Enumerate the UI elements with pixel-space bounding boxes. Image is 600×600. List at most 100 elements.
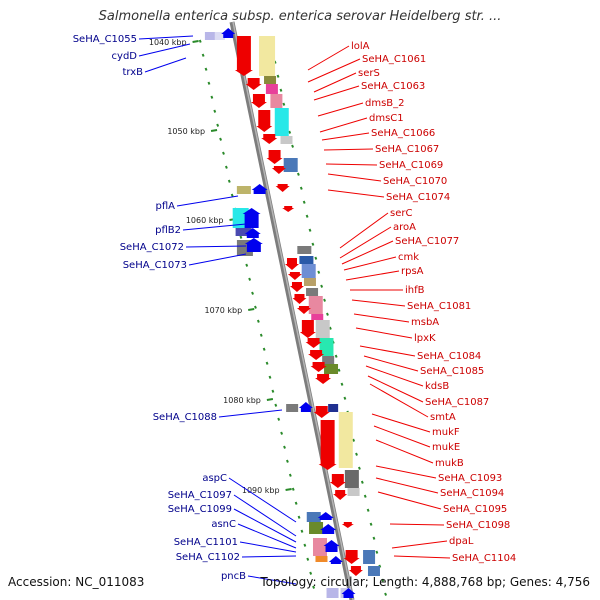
gene-block (338, 412, 353, 468)
minor-tick (291, 487, 295, 491)
gene-block (315, 556, 328, 562)
kbp-label: 1090 kbp (242, 486, 280, 495)
major-tick (266, 398, 274, 401)
kbp-label: 1070 kbp (205, 306, 243, 315)
minor-tick (384, 592, 388, 596)
gene-label-right: SeHA_C1098 (446, 520, 510, 531)
gene-label-right: SeHA_C1094 (440, 488, 504, 499)
minor-tick (227, 179, 231, 183)
minor-tick (216, 123, 220, 127)
gene-label-right: mukF (432, 427, 460, 438)
gene-label-right: smtA (430, 412, 456, 423)
label-leader (351, 299, 406, 307)
minor-tick (317, 270, 321, 274)
minor-tick (306, 557, 310, 561)
forward-gene-arrow (317, 512, 334, 520)
minor-tick (288, 130, 292, 134)
label-leader (327, 173, 382, 182)
reverse-gene-arrow (271, 166, 286, 174)
label-leader (241, 555, 297, 558)
minor-tick (334, 354, 338, 358)
gene-label-right: dpaL (449, 536, 474, 547)
minor-tick (326, 312, 329, 316)
label-leader (313, 85, 360, 101)
reverse-gene-arrow (305, 338, 322, 348)
gene-label-left: SeHA_C1088 (153, 412, 217, 423)
forward-gene-arrow (242, 208, 261, 228)
reverse-gene-arrow (318, 420, 337, 470)
gene-block (312, 538, 327, 556)
gene-block (286, 404, 299, 412)
gene-label-left: aspC (202, 473, 227, 484)
gene-block (270, 94, 283, 108)
gene-block (309, 522, 324, 534)
minor-tick (282, 102, 286, 106)
label-leader (327, 189, 385, 198)
label-leader (313, 72, 357, 93)
label-leader (247, 575, 297, 585)
minor-tick (204, 67, 208, 71)
label-leader (391, 540, 448, 549)
gene-label-right: SeHA_C1084 (417, 351, 481, 362)
gene-label-right: dmsB_2 (365, 98, 405, 109)
gene-block (235, 228, 252, 236)
reverse-gene-arrow (313, 406, 330, 418)
label-leader (228, 477, 297, 523)
minor-tick (239, 235, 243, 239)
minor-tick (213, 109, 217, 113)
label-leader (389, 523, 445, 526)
gene-label-right: mukE (432, 442, 460, 453)
gene-label-left: SeHA_C1072 (120, 242, 184, 253)
minor-tick (259, 333, 263, 337)
gene-label-right: SeHA_C1087 (425, 397, 489, 408)
gene-label-left: SeHA_C1055 (73, 34, 137, 45)
label-leader (319, 117, 368, 133)
minor-tick (369, 522, 373, 526)
minor-tick (210, 95, 214, 99)
gene-label-right: dmsC1 (369, 113, 404, 124)
label-leaders (138, 35, 451, 585)
genome-title: Salmonella enterica subsp. enterica sero… (98, 9, 502, 24)
gene-block (204, 32, 215, 40)
minor-tick (265, 361, 269, 365)
reverse-gene-arrow (308, 350, 325, 360)
minor-tick (294, 501, 298, 505)
gene-label-right: cmk (398, 252, 419, 263)
gene-label-right: SeHA_C1095 (443, 504, 507, 515)
minor-tick (276, 74, 280, 78)
label-leader (339, 212, 389, 249)
minor-tick (277, 417, 281, 421)
label-leader (363, 355, 419, 372)
gene-block (299, 256, 314, 264)
minor-tick (308, 228, 312, 232)
gene-label-left: pflB2 (155, 225, 181, 236)
minor-tick (340, 382, 344, 386)
label-leader (365, 365, 424, 387)
gene-label-right: ihfB (405, 285, 425, 296)
label-leader (325, 163, 378, 166)
gene-block (265, 84, 278, 94)
label-leader (371, 413, 431, 433)
minor-tick (296, 172, 300, 176)
gene-block (236, 186, 251, 194)
kbp-label: 1080 kbp (223, 396, 261, 405)
gene-label-left: pflA (156, 201, 176, 212)
minor-tick (230, 193, 234, 197)
accession-label: Accession: NC_011083 (8, 575, 145, 589)
forward-gene-arrow (320, 524, 337, 534)
label-leader (343, 256, 397, 271)
gene-label-right: mukB (435, 458, 464, 469)
gene-block (283, 158, 298, 172)
gene-labels: SeHA_C1055 cydD trxB pflA pflB2 SeHA_C1072 SeH… (73, 34, 517, 582)
minor-tick (305, 214, 309, 218)
minor-tick (283, 445, 286, 449)
gene-block (259, 36, 276, 76)
minor-tick (254, 305, 257, 309)
forward-gene-arrow (244, 228, 261, 238)
minor-tick (198, 39, 202, 43)
minor-tick (268, 375, 272, 379)
minor-tick (343, 396, 347, 400)
gene-label-right: SeHA_C1085 (420, 366, 484, 377)
minor-tick (207, 81, 211, 85)
label-leader (185, 245, 247, 248)
